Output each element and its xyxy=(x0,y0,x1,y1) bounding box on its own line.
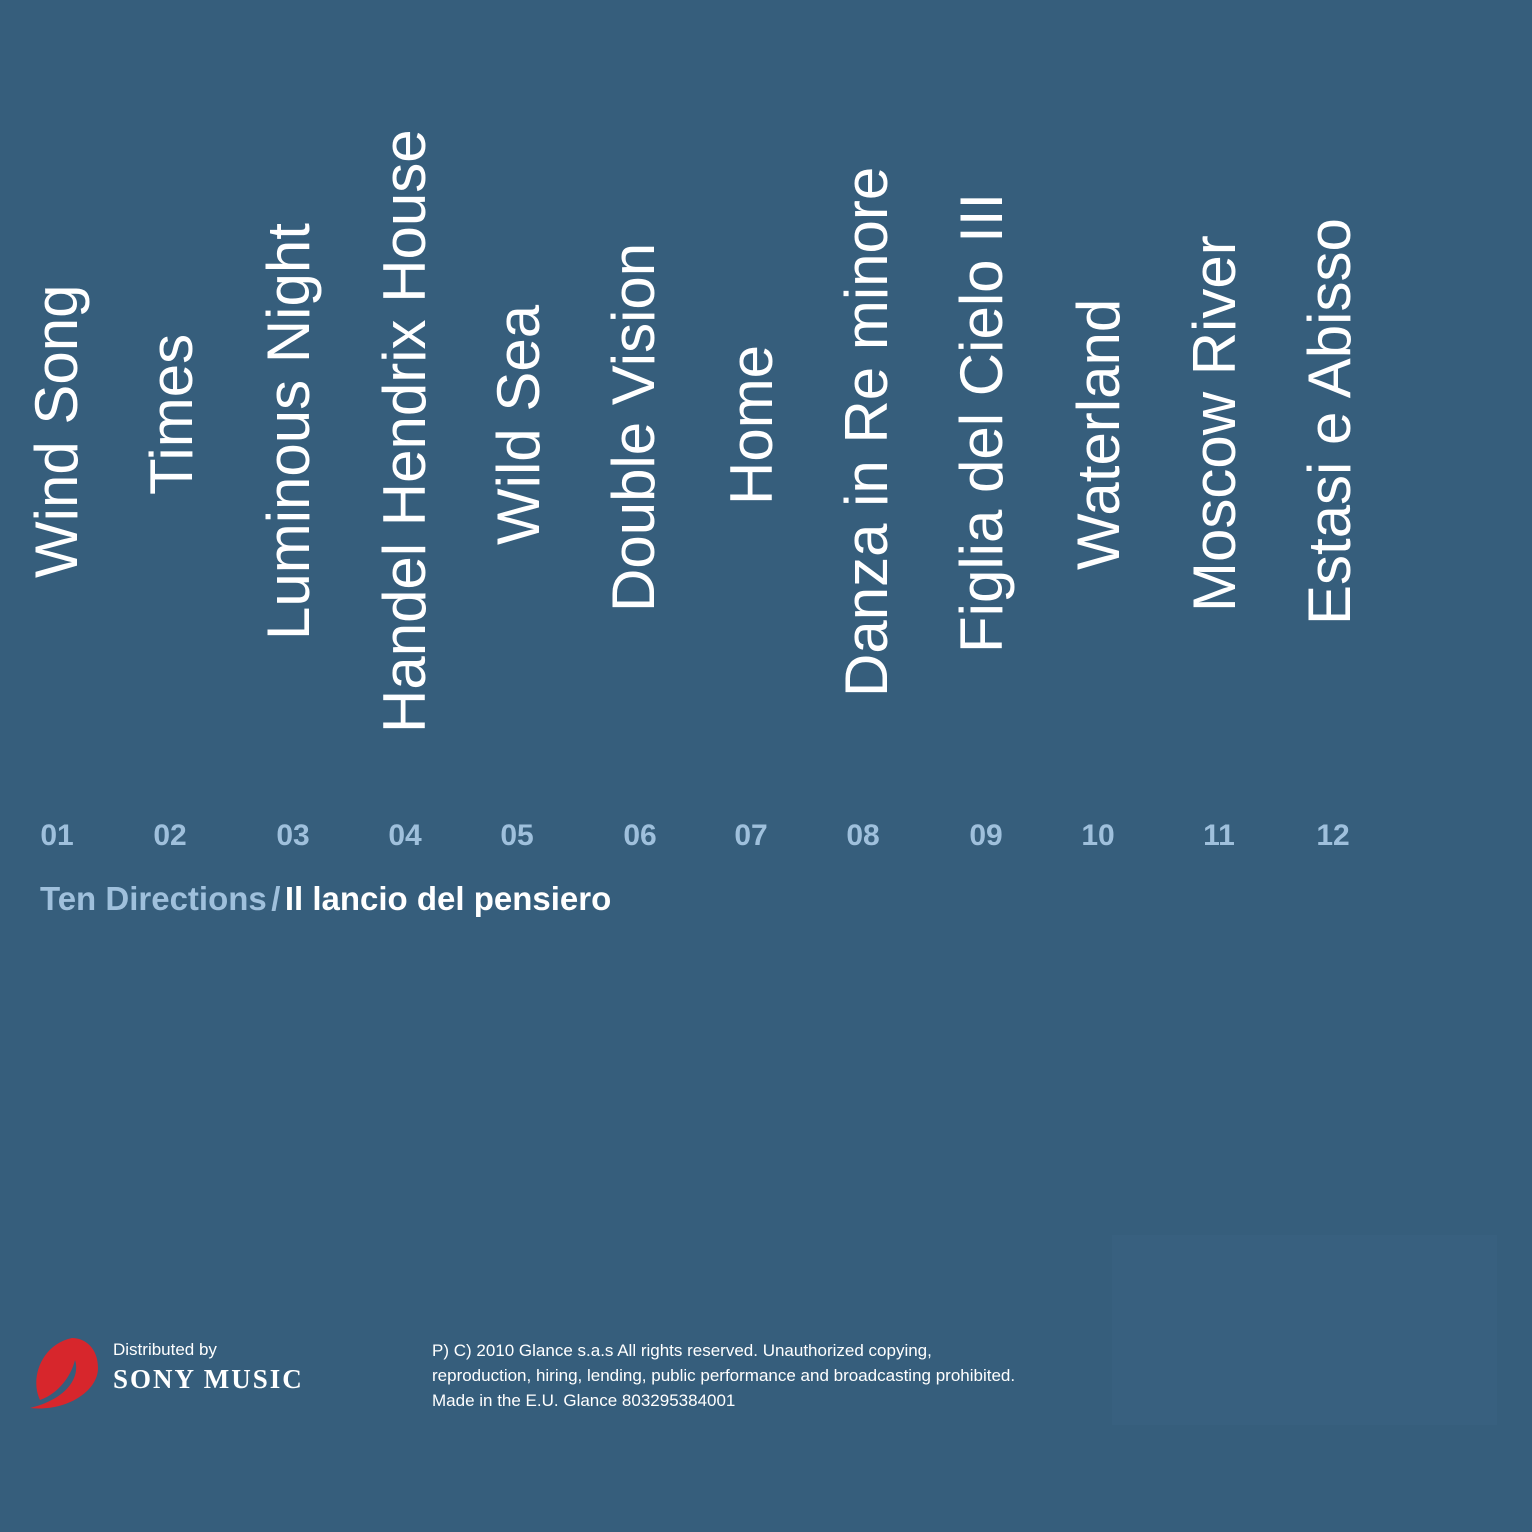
track-title: Wind Song xyxy=(23,285,90,579)
track-title: Times xyxy=(138,334,205,495)
artist: Ten Directions xyxy=(40,880,267,917)
track-title: Home xyxy=(718,345,785,505)
track-number: 06 xyxy=(623,819,656,852)
track-title: Moscow River xyxy=(1181,235,1248,612)
copyright-line: P) C) 2010 Glance s.a.s All rights reser… xyxy=(432,1341,932,1360)
track-number: 07 xyxy=(734,819,767,852)
track-title: Estasi e Abisso xyxy=(1296,218,1363,625)
copyright-line: reproduction, hiring, lending, public pe… xyxy=(432,1366,1015,1385)
distributor-name: SONY MUSIC xyxy=(113,1364,304,1394)
track-number: 04 xyxy=(388,819,422,852)
track-title: Figlia del Cielo III xyxy=(948,193,1015,653)
faded-panel xyxy=(1112,1235,1497,1425)
track-number: 11 xyxy=(1203,819,1235,852)
track-number: 02 xyxy=(153,819,186,852)
track-number: 01 xyxy=(40,819,73,852)
album-title: Il lancio del pensiero xyxy=(285,880,611,917)
track-number: 03 xyxy=(276,819,309,852)
track-title: Wild Sea xyxy=(485,304,552,545)
separator: / xyxy=(271,880,280,917)
track-title: Double Vision xyxy=(600,243,667,612)
track-number: 09 xyxy=(969,819,1002,852)
sony-logo xyxy=(30,1338,98,1409)
album-line: Ten Directions / Il lancio del pensiero xyxy=(40,880,611,917)
track-title: Danza in Re minore xyxy=(833,167,900,697)
track-number: 10 xyxy=(1081,819,1114,852)
track-title: Luminous Night xyxy=(255,223,322,640)
track-title: Waterland xyxy=(1065,299,1132,570)
track-number: 08 xyxy=(846,819,879,852)
track-number: 05 xyxy=(500,819,533,852)
copyright-line: Made in the E.U. Glance 803295384001 xyxy=(432,1391,735,1410)
track-title: Handel Hendrix House xyxy=(371,129,438,733)
track-number: 12 xyxy=(1316,819,1349,852)
distributor-label: Distributed by xyxy=(113,1340,217,1359)
